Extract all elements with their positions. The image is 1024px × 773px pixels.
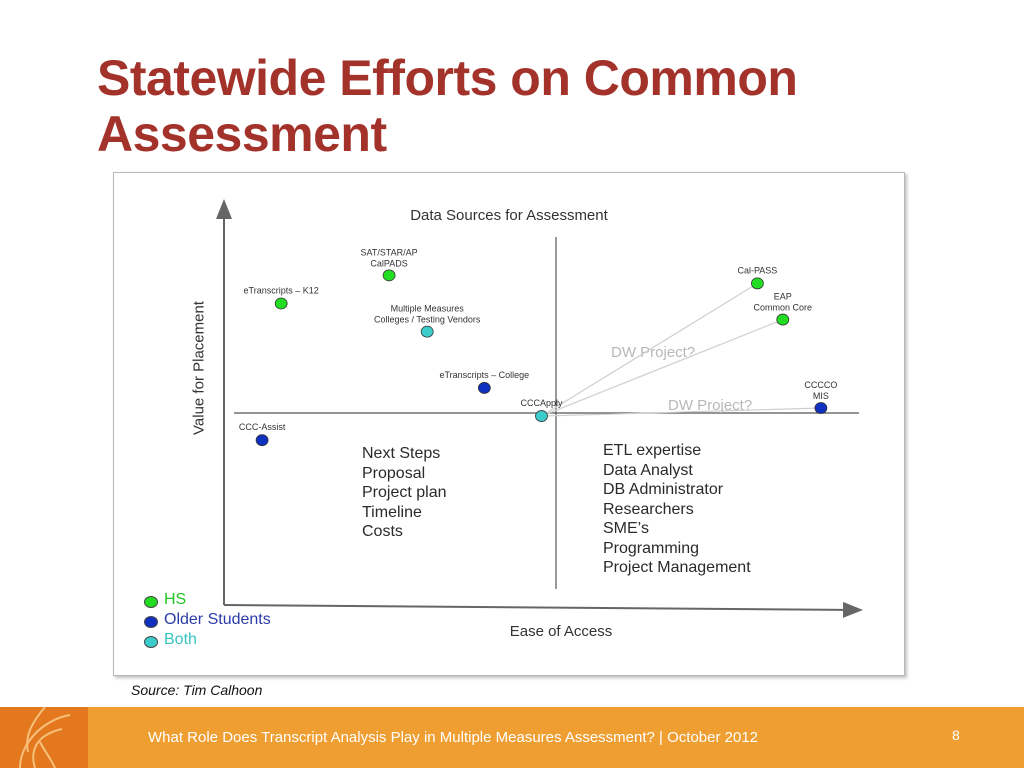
footer-logo — [0, 706, 88, 769]
next-steps-item: Next Steps — [362, 445, 441, 462]
data-point — [751, 277, 764, 290]
next-steps-item: Timeline — [362, 503, 422, 521]
data-point-label: EAP Common Core — [754, 292, 813, 313]
connection-line — [541, 282, 758, 417]
data-point — [776, 313, 790, 326]
next-steps-item: Proposal — [362, 464, 426, 482]
legend-label: Both — [164, 631, 197, 648]
data-point — [274, 297, 288, 310]
chart-title: Data Sources for Assessment — [410, 207, 608, 224]
connection-line — [541, 407, 821, 417]
x-axis-label: Ease of Access — [510, 623, 613, 640]
legend-marker — [144, 636, 158, 648]
chart-frame: Data Sources for Assessment Ease of Acce… — [113, 172, 905, 676]
data-point — [255, 434, 269, 447]
data-point — [814, 402, 828, 414]
data-point-label: CCCCO MIS — [804, 380, 837, 401]
resources-item: DB Administrator — [603, 481, 724, 498]
scatter-chart: Data Sources for Assessment Ease of Acce… — [216, 199, 863, 640]
resources-item: Researchers — [603, 500, 694, 518]
legend-marker — [144, 596, 158, 608]
footer-text: What Role Does Transcript Analysis Play … — [148, 729, 758, 746]
slide-title: Statewide Efforts on Common Assessment — [97, 50, 798, 162]
x-axis — [223, 601, 863, 618]
dw-project-annotation-1: DW Project? — [611, 344, 695, 361]
data-point — [535, 410, 548, 422]
next-steps-item: Project plan — [362, 484, 447, 501]
next-steps-list: Next Steps Proposal Project plan Timelin… — [362, 444, 447, 542]
data-point-label: Cal-PASS — [737, 265, 777, 275]
data-point-label: eTranscripts – College — [439, 370, 529, 380]
resources-item: Project Management — [603, 559, 751, 576]
data-point-label: Multiple Measures Colleges / Testing Vend… — [374, 304, 481, 325]
data-point-label: CCCApply — [520, 398, 563, 408]
next-steps-item: Costs — [362, 523, 403, 540]
page-number: 8 — [952, 727, 960, 743]
data-point — [477, 382, 491, 394]
legend-label: HS — [164, 591, 187, 608]
data-point-label: SAT/STAR/AP CalPADS — [361, 247, 418, 268]
y-axis-label: Value for Placement — [190, 301, 208, 435]
resources-item: Programming — [603, 539, 700, 557]
source-caption: Source: Tim Calhoon — [131, 682, 263, 698]
footer-bar: What Role Does Transcript Analysis Play … — [0, 706, 1024, 769]
data-point-label: eTranscripts – K12 — [244, 286, 319, 296]
swirl-logo-icon — [19, 706, 71, 769]
dw-project-annotation-2: DW Project? — [668, 397, 752, 414]
data-point-label: CCC-Assist — [239, 422, 286, 432]
resources-item: ETL expertise — [603, 442, 702, 459]
data-point — [420, 325, 434, 338]
data-point — [382, 269, 396, 282]
connection-line — [541, 319, 784, 417]
legend-label: Older Students — [164, 611, 271, 628]
legend-marker — [144, 616, 158, 628]
resources-list: ETL expertise Data Analyst DB Administra… — [603, 441, 751, 578]
resources-item: Data Analyst — [603, 461, 693, 479]
resources-item: SME’s — [603, 520, 649, 537]
